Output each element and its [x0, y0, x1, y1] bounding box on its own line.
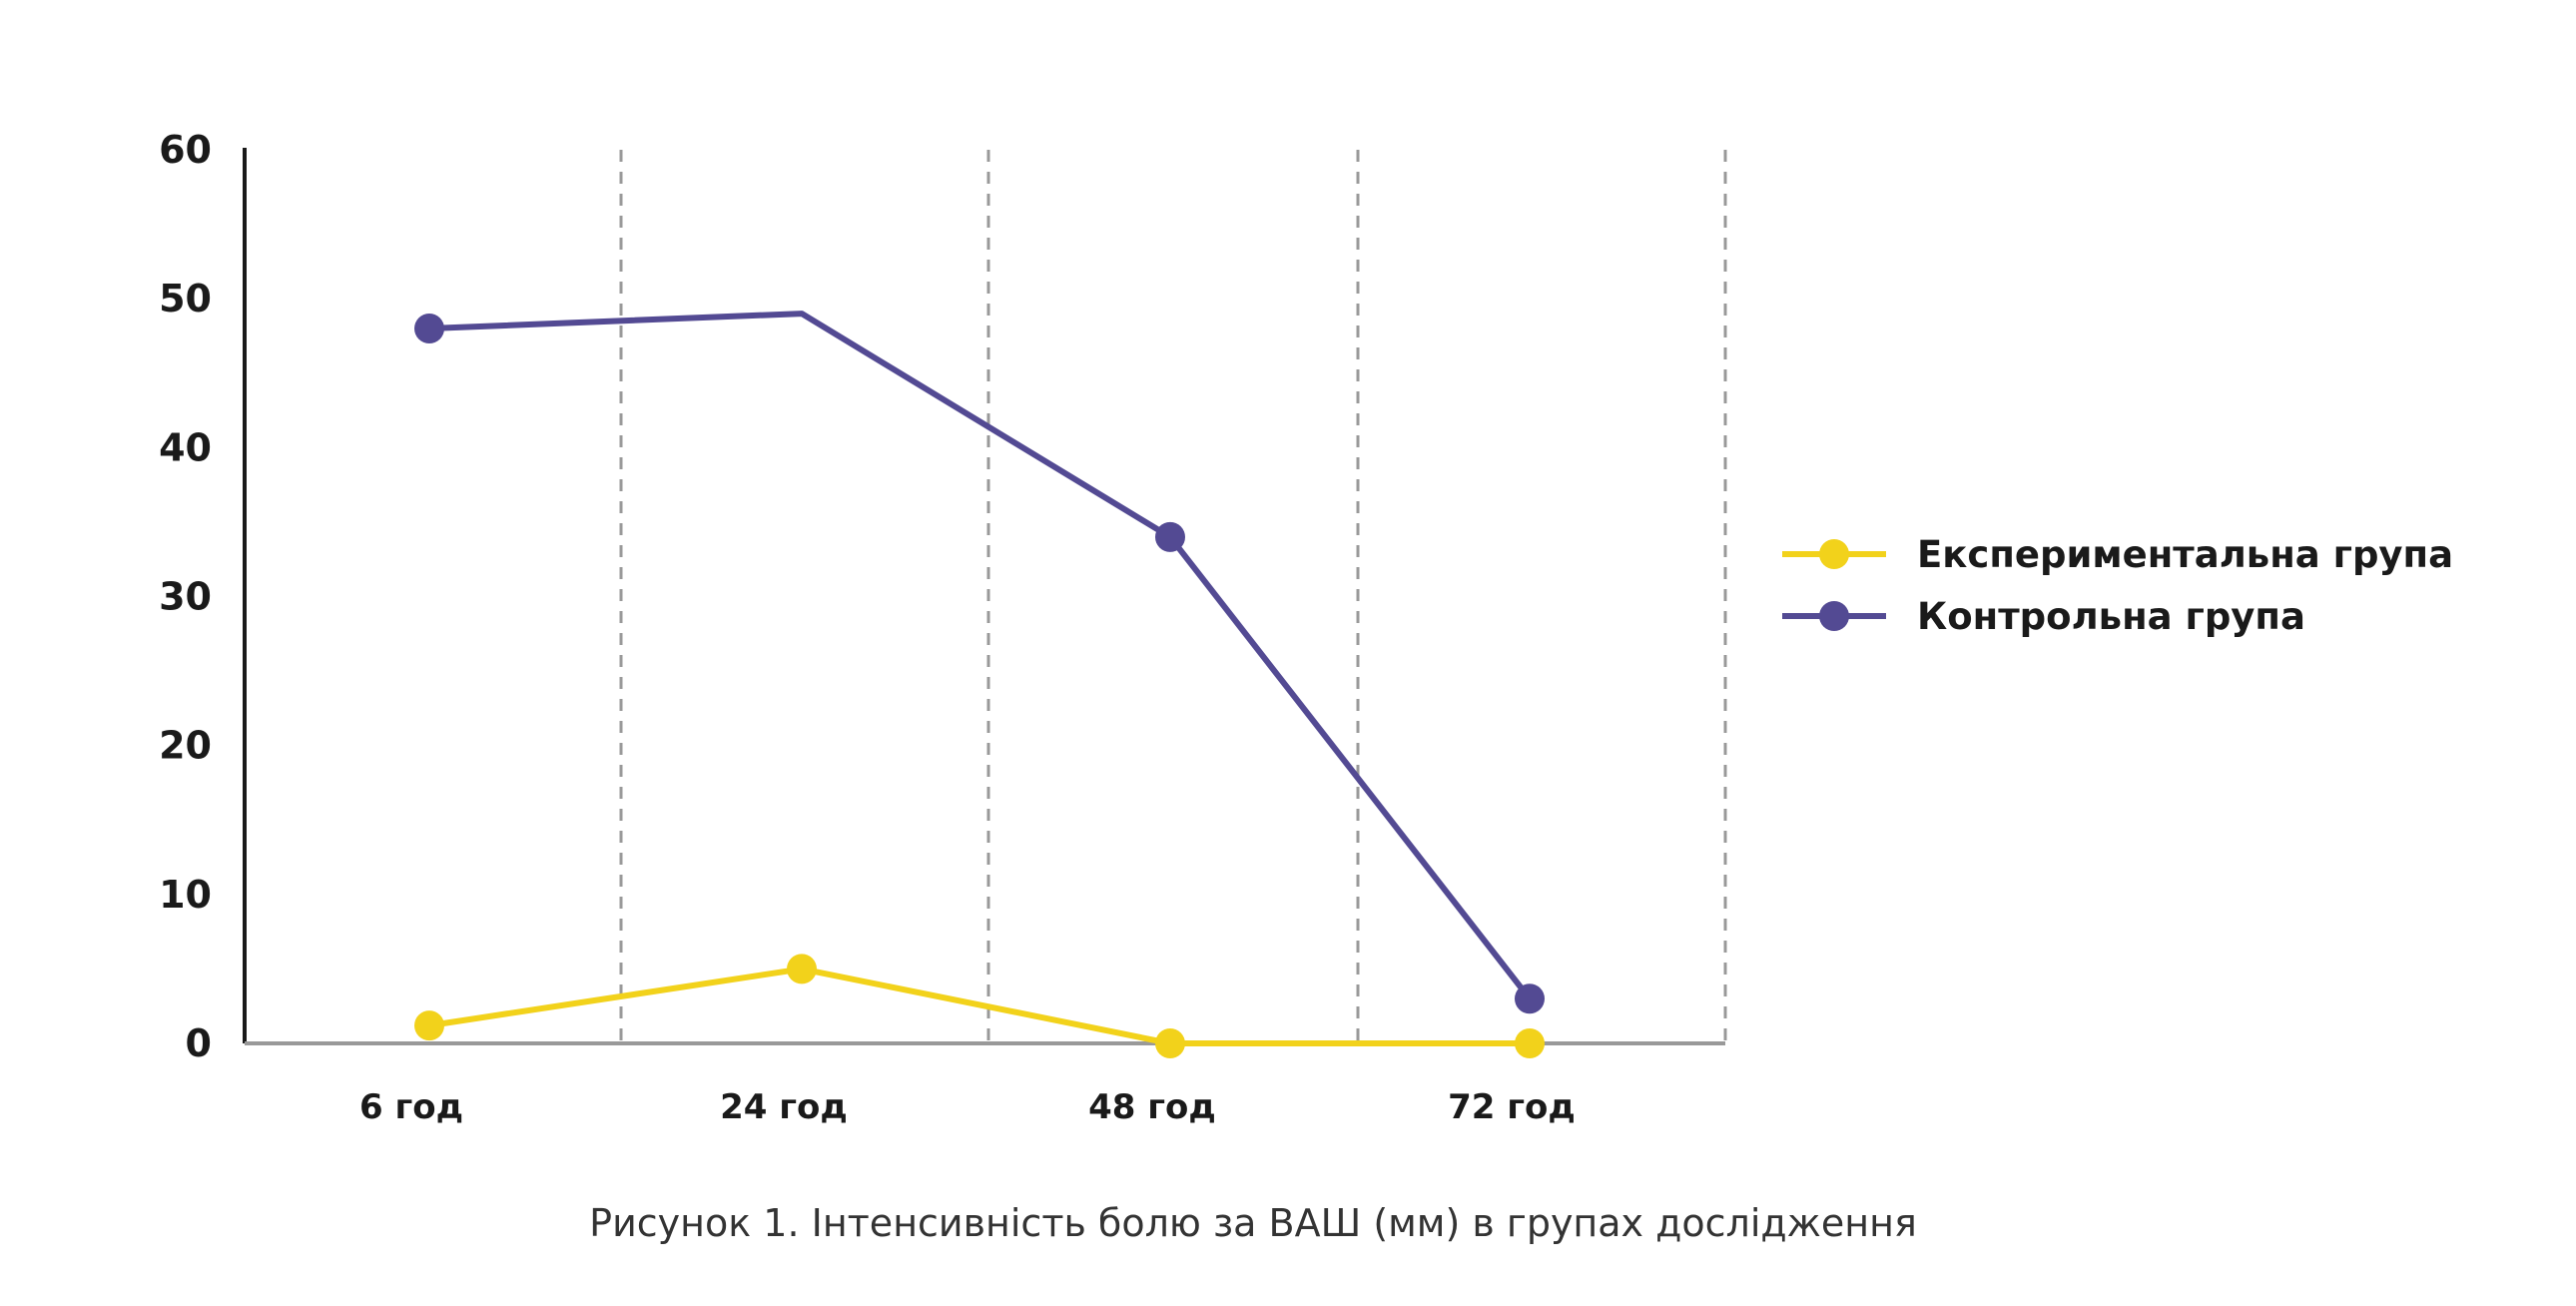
legend-label: Контрольна група: [1917, 595, 2305, 638]
vertical-gridlines: [619, 150, 1727, 1043]
x-tick-label: 24 год: [720, 1087, 848, 1127]
series-layer: [414, 311, 1545, 1058]
y-tick-label: 20: [159, 724, 212, 768]
y-axis-ticks: 0 10 20 30 40 50 60: [159, 128, 212, 1065]
legend: Експериментальна група Контрольна група: [1782, 533, 2453, 638]
legend-label: Експериментальна група: [1917, 533, 2453, 576]
y-tick-label: 40: [159, 425, 212, 469]
chart-axes: [243, 148, 1725, 1045]
y-tick-label: 30: [159, 575, 212, 619]
data-point: [1155, 1028, 1185, 1058]
y-tick-label: 0: [186, 1021, 212, 1065]
legend-swatch-marker: [1819, 539, 1849, 569]
data-point: [1515, 983, 1545, 1014]
legend-item: Експериментальна група: [1782, 533, 2453, 576]
data-point: [414, 314, 444, 343]
figure-caption: Рисунок 1. Інтенсивність болю за ВАШ (мм…: [589, 1201, 1917, 1245]
x-axis-ticks: 6 год 24 год 48 год 72 год: [359, 1087, 1576, 1127]
y-tick-label: 50: [159, 277, 212, 321]
series-line: [428, 311, 1533, 1001]
data-point: [414, 1010, 444, 1041]
x-tick-label: 72 год: [1448, 1087, 1576, 1127]
y-tick-label: 10: [159, 873, 212, 917]
y-tick-label: 60: [159, 128, 212, 172]
series-line: [428, 966, 1530, 1046]
series-2: [414, 311, 1545, 1014]
data-point: [787, 954, 817, 984]
legend-swatch-marker: [1819, 601, 1849, 631]
x-tick-label: 48 год: [1088, 1087, 1216, 1127]
data-point: [1515, 1028, 1545, 1058]
series-1: [414, 954, 1545, 1058]
x-tick-label: 6 год: [359, 1087, 463, 1127]
data-point: [1155, 521, 1185, 552]
legend-item: Контрольна група: [1782, 595, 2305, 638]
